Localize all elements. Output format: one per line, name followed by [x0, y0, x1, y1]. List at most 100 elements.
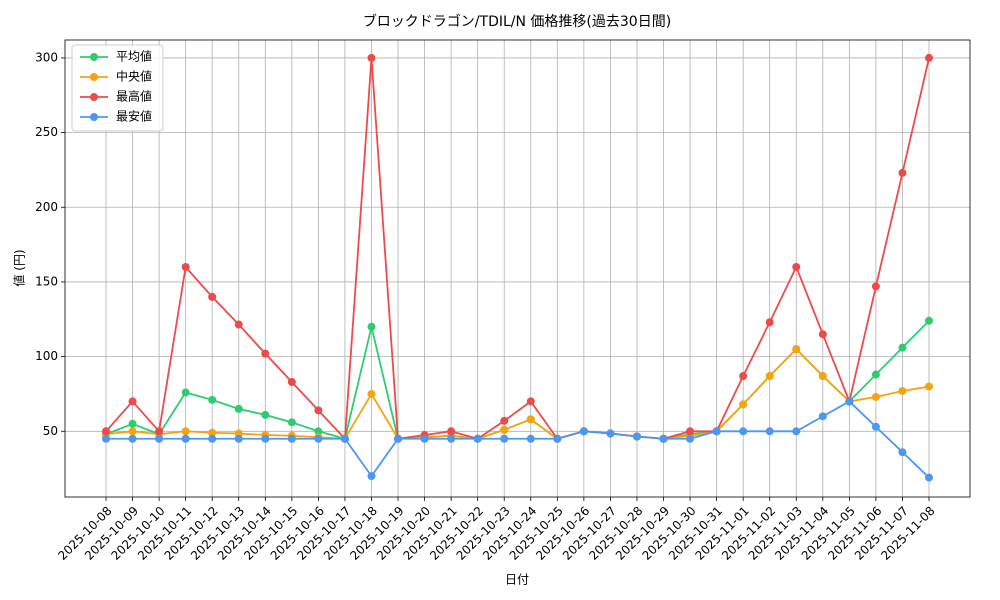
data-point — [925, 382, 933, 391]
legend-marker — [90, 93, 98, 101]
data-point — [287, 378, 296, 387]
data-point — [340, 434, 349, 443]
data-point — [871, 370, 880, 379]
data-point — [367, 322, 376, 331]
data-point — [261, 410, 270, 419]
data-point — [234, 320, 243, 329]
data-point — [818, 372, 827, 381]
data-point — [155, 434, 164, 443]
data-point — [925, 473, 933, 482]
legend-label: 中央値 — [116, 69, 152, 84]
data-point — [102, 434, 110, 443]
legend-label: 最高値 — [116, 89, 152, 104]
data-point — [394, 434, 403, 443]
data-point — [739, 400, 748, 409]
data-point — [818, 412, 827, 421]
data-point — [208, 292, 217, 301]
chart-title: ブロックドラゴン/TDIL/N 価格推移(過去30日間) — [363, 13, 671, 30]
data-point — [818, 330, 827, 339]
data-point — [792, 427, 801, 436]
data-point — [128, 427, 137, 436]
series-line — [105, 347, 930, 440]
series-line — [106, 400, 930, 479]
data-point — [526, 434, 535, 443]
y-tick-label: 50 — [43, 424, 58, 438]
data-point — [367, 472, 376, 481]
data-point — [208, 395, 217, 404]
data-point — [181, 427, 190, 436]
data-point — [526, 397, 535, 406]
legend-marker — [90, 73, 98, 81]
data-point — [367, 53, 376, 62]
data-point — [500, 416, 509, 425]
data-point — [128, 419, 137, 428]
data-point — [606, 429, 615, 438]
y-tick-label: 100 — [35, 349, 58, 363]
data-point — [898, 168, 907, 177]
data-point — [898, 448, 907, 457]
data-point — [845, 397, 854, 406]
x-axis-label: 日付 — [505, 573, 529, 587]
data-point — [579, 427, 588, 436]
data-point — [898, 386, 907, 395]
y-tick-label: 250 — [35, 125, 58, 139]
data-point — [102, 427, 110, 436]
data-point — [925, 53, 933, 62]
data-point — [420, 434, 429, 443]
data-point — [287, 418, 296, 427]
data-point — [234, 434, 243, 443]
data-point — [181, 263, 190, 272]
data-point — [871, 392, 880, 401]
data-point — [447, 427, 456, 436]
data-point — [712, 427, 721, 436]
data-point — [632, 432, 641, 441]
data-point — [314, 406, 323, 415]
data-point — [500, 434, 509, 443]
data-point — [871, 422, 880, 431]
data-point — [128, 397, 137, 406]
data-point — [261, 434, 270, 443]
data-point — [871, 282, 880, 291]
legend-label: 最安値 — [116, 109, 152, 124]
data-point — [792, 263, 801, 272]
y-axis-label: 値 (円) — [12, 249, 27, 286]
data-point — [447, 434, 456, 443]
legend-label: 平均値 — [116, 49, 152, 64]
y-tick-label: 300 — [35, 50, 58, 64]
data-point — [686, 427, 695, 436]
data-point — [765, 318, 774, 327]
data-point — [208, 434, 217, 443]
data-point — [287, 434, 296, 443]
data-point — [181, 388, 190, 397]
data-point — [739, 372, 748, 381]
data-point — [553, 434, 562, 443]
data-point — [500, 425, 509, 434]
legend-marker — [90, 113, 98, 121]
data-point — [234, 404, 243, 413]
plot-frame — [64, 39, 971, 498]
data-point — [128, 434, 137, 443]
y-tick-label: 150 — [35, 274, 58, 288]
legend-marker — [90, 53, 98, 61]
data-point — [181, 434, 190, 443]
data-point — [314, 427, 323, 436]
data-point — [473, 434, 482, 443]
data-point — [792, 345, 801, 354]
data-point — [208, 428, 217, 437]
data-point — [659, 434, 668, 443]
data-point — [526, 415, 535, 424]
data-point — [765, 427, 774, 436]
series-line — [105, 57, 930, 441]
data-point — [686, 434, 695, 443]
data-point — [261, 349, 270, 358]
data-point — [765, 372, 774, 381]
y-tick-label: 200 — [35, 200, 58, 214]
data-point — [898, 343, 907, 352]
data-point — [739, 427, 748, 436]
data-point — [155, 427, 164, 436]
data-point — [367, 389, 376, 398]
series-line — [105, 320, 930, 440]
data-point — [314, 434, 323, 443]
data-point — [925, 316, 933, 325]
